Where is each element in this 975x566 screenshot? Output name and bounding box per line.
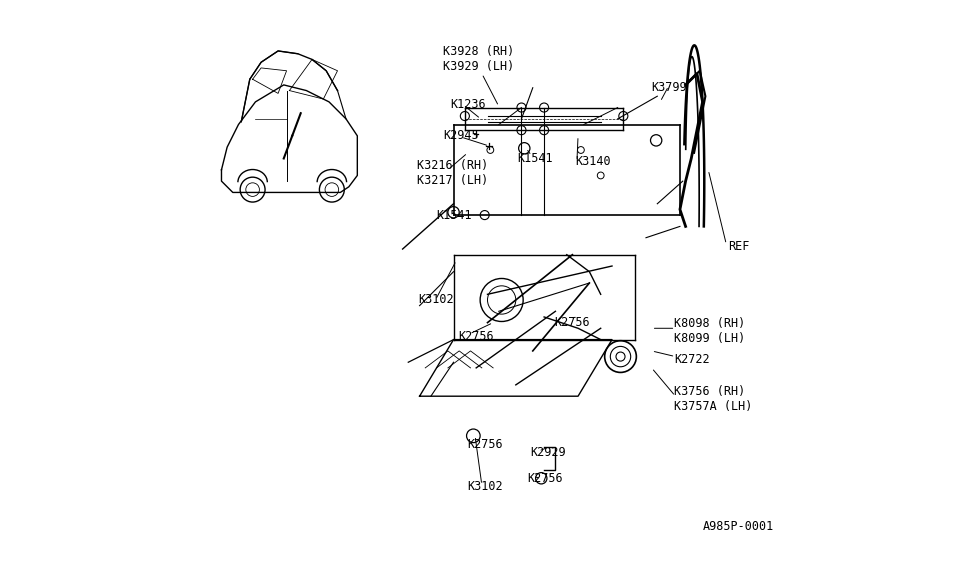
Text: REF: REF: [728, 240, 750, 252]
Text: K3102: K3102: [468, 481, 503, 493]
Text: K1541: K1541: [518, 152, 553, 165]
Text: K1236: K1236: [450, 98, 487, 111]
Text: K2929: K2929: [530, 447, 566, 459]
Text: K8098 (RH)
K8099 (LH): K8098 (RH) K8099 (LH): [675, 317, 746, 345]
Text: K1541: K1541: [437, 209, 472, 221]
Text: K2756: K2756: [527, 472, 563, 484]
Text: K2756: K2756: [468, 438, 503, 451]
Text: K2756: K2756: [458, 331, 493, 343]
Text: K3756 (RH)
K3757A (LH): K3756 (RH) K3757A (LH): [675, 385, 753, 413]
Text: K2722: K2722: [675, 353, 710, 366]
Text: K2756: K2756: [555, 316, 590, 329]
Text: K3102: K3102: [418, 294, 454, 306]
Text: K3799: K3799: [651, 82, 687, 94]
Text: K2945: K2945: [444, 130, 479, 142]
Text: K3216 (RH)
K3217 (LH): K3216 (RH) K3217 (LH): [416, 158, 488, 187]
Text: K3140: K3140: [575, 155, 611, 168]
Text: K3928 (RH)
K3929 (LH): K3928 (RH) K3929 (LH): [444, 45, 515, 74]
Text: A985P-0001: A985P-0001: [703, 520, 774, 533]
